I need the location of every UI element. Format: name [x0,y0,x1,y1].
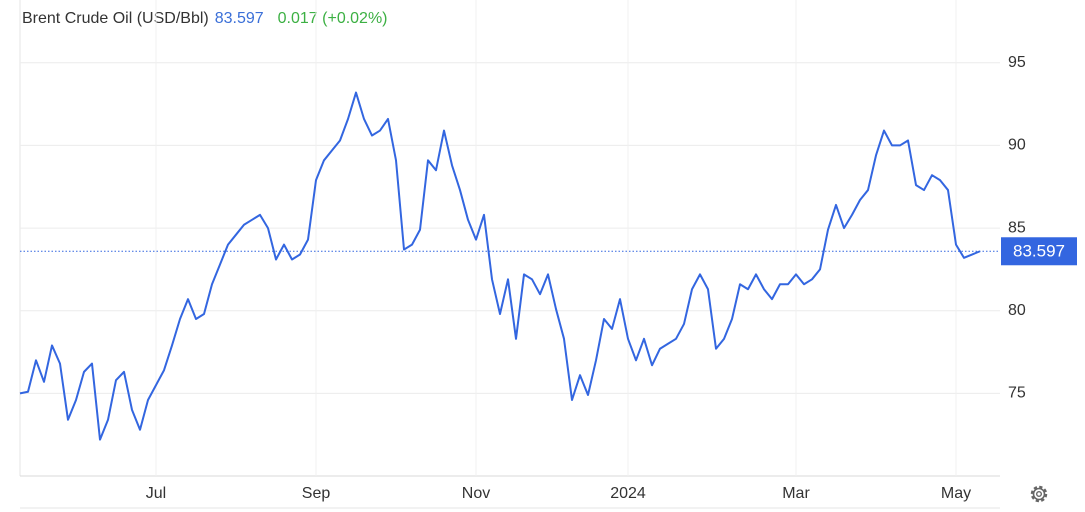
header: Brent Crude Oil (USD/Bbl) 83.597 0.017 (+0… [22,10,388,27]
gear-teeth[interactable] [1030,485,1048,503]
y-tick-label: 85 [1008,219,1026,236]
gear-ring[interactable] [1032,487,1046,501]
y-tick-label: 95 [1008,54,1026,71]
y-tick-label: 75 [1008,385,1026,402]
y-tick-label: 80 [1008,302,1026,319]
x-tick-label: Nov [462,485,490,502]
last-value-box [1001,237,1077,266]
x-tick-label: Mar [782,485,810,502]
price-line [19,91,981,441]
last-value: 83.597 [215,10,264,27]
last-value-label: 83.597 [1013,242,1065,261]
y-tick-label: 90 [1008,137,1026,154]
chart-title: Brent Crude Oil (USD/Bbl) [22,10,209,27]
x-tick-label: 2024 [610,485,646,502]
settings-icon[interactable] [1030,485,1048,503]
change: 0.017 (+0.02%) [278,10,388,27]
x-tick-label: Sep [302,485,331,502]
x-tick-label: Jul [146,485,166,502]
gear-hub[interactable] [1036,491,1042,497]
x-tick-label: May [941,485,971,502]
